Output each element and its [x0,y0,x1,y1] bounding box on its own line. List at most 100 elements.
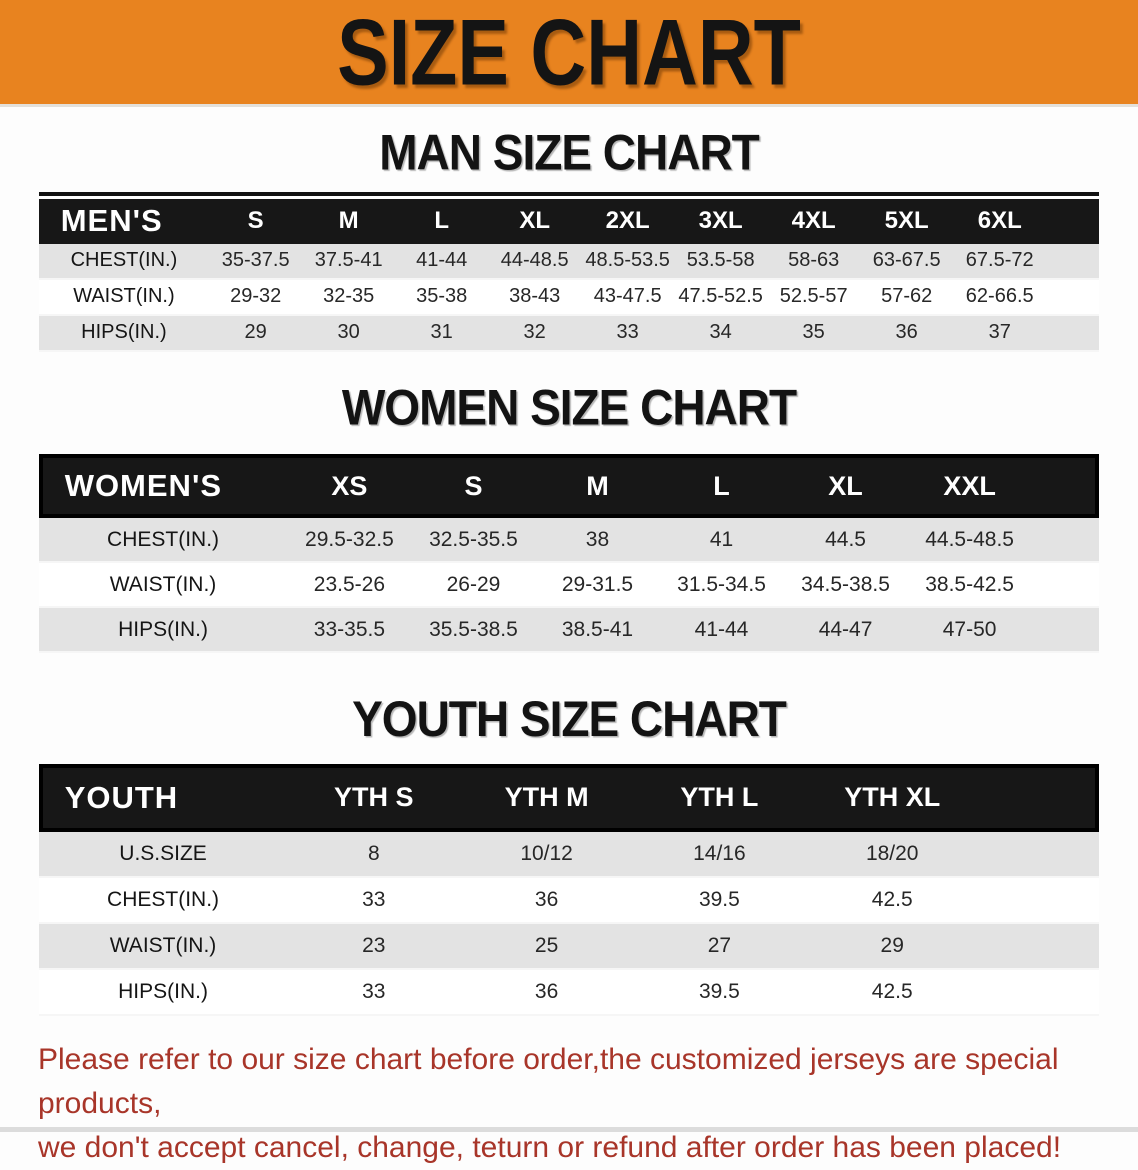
bottom-divider [0,1127,1138,1132]
size-value-cell: 44.5 [783,518,908,564]
size-column-header: XXL [907,454,1032,519]
size-value-cell: 29-32 [209,279,303,316]
measure-row-label: WAIST(IN.) [38,563,288,609]
size-column-header: M [535,454,660,519]
disclaimer-line-1: Please refer to our size chart before or… [38,1042,1059,1120]
measure-row: WAIST(IN.) 23 25 27 29 [38,923,1100,970]
measure-row: U.S.SIZE 8 10/12 14/16 18/20 [38,831,1100,878]
size-value-cell: 38.5-42.5 [907,563,1032,609]
row-spacer-cell [1031,518,1100,564]
row-spacer-cell [1046,279,1100,316]
size-value-cell: 32.5-35.5 [411,518,536,564]
size-value-cell: 29.5-32.5 [287,518,412,564]
size-value-cell: 10/12 [460,831,633,878]
measure-row-label: HIPS(IN.) [38,315,210,352]
size-value-cell: 36 [460,877,633,924]
measure-row-label: HIPS(IN.) [38,608,288,654]
size-value-cell: 35-38 [395,279,489,316]
measure-row-label: CHEST(IN.) [38,518,288,564]
size-chart-banner: SIZE CHART [0,0,1138,107]
size-value-cell: 37 [953,315,1047,352]
size-column-header: L [659,454,784,519]
size-column-header: 5XL [860,195,954,244]
row-spacer-cell [1046,243,1100,280]
row-spacer-cell [1046,315,1100,352]
size-value-cell: 53.5-58 [674,243,768,280]
header-spacer-cell [1046,195,1100,244]
womens-heading: WOMEN SIZE CHART [341,378,797,435]
size-value-cell: 43-47.5 [581,279,675,316]
size-value-cell: 31 [395,315,489,352]
size-value-cell: 27 [633,923,806,970]
measure-row-label: CHEST(IN.) [38,877,288,924]
banner-title: SIZE CHART [337,0,801,105]
size-column-header: 6XL [953,195,1047,244]
size-value-cell: 52.5-57 [767,279,861,316]
size-column-header: YTH XL [805,763,979,832]
size-column-header: YTH L [633,763,806,832]
size-value-cell: 42.5 [805,877,979,924]
mens-heading: MAN SIZE CHART [379,124,760,181]
womens-size-table: WOMEN'S XS S M L XL XXL CHEST(IN.) 29.5-32.5 32.5… [38,454,1100,654]
size-value-cell: 38-43 [488,279,582,316]
size-value-cell: 33-35.5 [287,608,412,654]
measure-row-label: HIPS(IN.) [38,969,288,1016]
size-column-header: S [209,195,303,244]
size-column-header: 2XL [581,195,675,244]
size-value-cell: 47-50 [907,608,1032,654]
measure-row: CHEST(IN.) 29.5-32.5 32.5-35.5 38 41 44.5 44.5… [38,518,1100,564]
size-value-cell: 62-66.5 [953,279,1047,316]
size-value-cell: 29 [805,923,979,970]
size-value-cell: 32 [488,315,582,352]
measure-row-label: WAIST(IN.) [38,923,288,970]
size-value-cell: 32-35 [302,279,396,316]
size-column-header: XL [783,454,908,519]
size-value-cell: 36 [860,315,954,352]
row-spacer-cell [978,923,1100,970]
measure-row: HIPS(IN.) 29 30 31 32 33 34 35 36 37 [38,315,1100,352]
size-column-header: 4XL [767,195,861,244]
size-value-cell: 57-62 [860,279,954,316]
size-value-cell: 44.5-48.5 [907,518,1032,564]
size-value-cell: 35-37.5 [209,243,303,280]
table-corner-label: WOMEN'S [38,454,288,519]
size-column-header: L [395,195,489,244]
table-corner-label: MEN'S [38,195,210,244]
size-value-cell: 37.5-41 [302,243,396,280]
size-value-cell: 41 [659,518,784,564]
size-header-row: YOUTH YTH S YTH M YTH L YTH XL [38,763,1100,832]
size-value-cell: 18/20 [805,831,979,878]
measure-row: WAIST(IN.) 29-32 32-35 35-38 38-43 43-47.5 47.… [38,279,1100,316]
size-value-cell: 47.5-52.5 [674,279,768,316]
size-value-cell: 41-44 [659,608,784,654]
size-value-cell: 39.5 [633,969,806,1016]
size-column-header: YTH S [287,763,461,832]
size-value-cell: 25 [460,923,633,970]
measure-row: HIPS(IN.) 33-35.5 35.5-38.5 38.5-41 41-44 44-… [38,608,1100,654]
size-header-row: MEN'S S M L XL 2XL 3XL 4XL 5XL 6XL [38,195,1100,244]
size-value-cell: 44-47 [783,608,908,654]
disclaimer-line-2: we don't accept cancel, change, teturn o… [38,1130,1062,1164]
size-value-cell: 33 [581,315,675,352]
mens-section: MAN SIZE CHART MEN'S S M L XL 2XL 3XL 4XL 5XL 6XL… [0,107,1138,352]
measure-row: CHEST(IN.) 33 36 39.5 42.5 [38,877,1100,924]
youth-section: YOUTH SIZE CHART YOUTH YTH S YTH M YTH L YTH… [0,653,1138,1016]
size-value-cell: 44-48.5 [488,243,582,280]
measure-row: CHEST(IN.) 35-37.5 37.5-41 41-44 44-48.5 48.5… [38,243,1100,280]
row-spacer-cell [978,877,1100,924]
size-column-header: S [411,454,536,519]
size-column-header: XS [287,454,412,519]
size-value-cell: 42.5 [805,969,979,1016]
table-corner-label: YOUTH [38,763,288,832]
size-value-cell: 38 [535,518,660,564]
size-value-cell: 31.5-34.5 [659,563,784,609]
size-value-cell: 14/16 [633,831,806,878]
size-value-cell: 29-31.5 [535,563,660,609]
disclaimer: Please refer to our size chart before or… [0,1016,1138,1170]
row-spacer-cell [1031,608,1100,654]
measure-row: HIPS(IN.) 33 36 39.5 42.5 [38,969,1100,1016]
size-value-cell: 23 [287,923,461,970]
header-spacer-cell [978,763,1100,832]
size-value-cell: 33 [287,877,461,924]
size-value-cell: 23.5-26 [287,563,412,609]
